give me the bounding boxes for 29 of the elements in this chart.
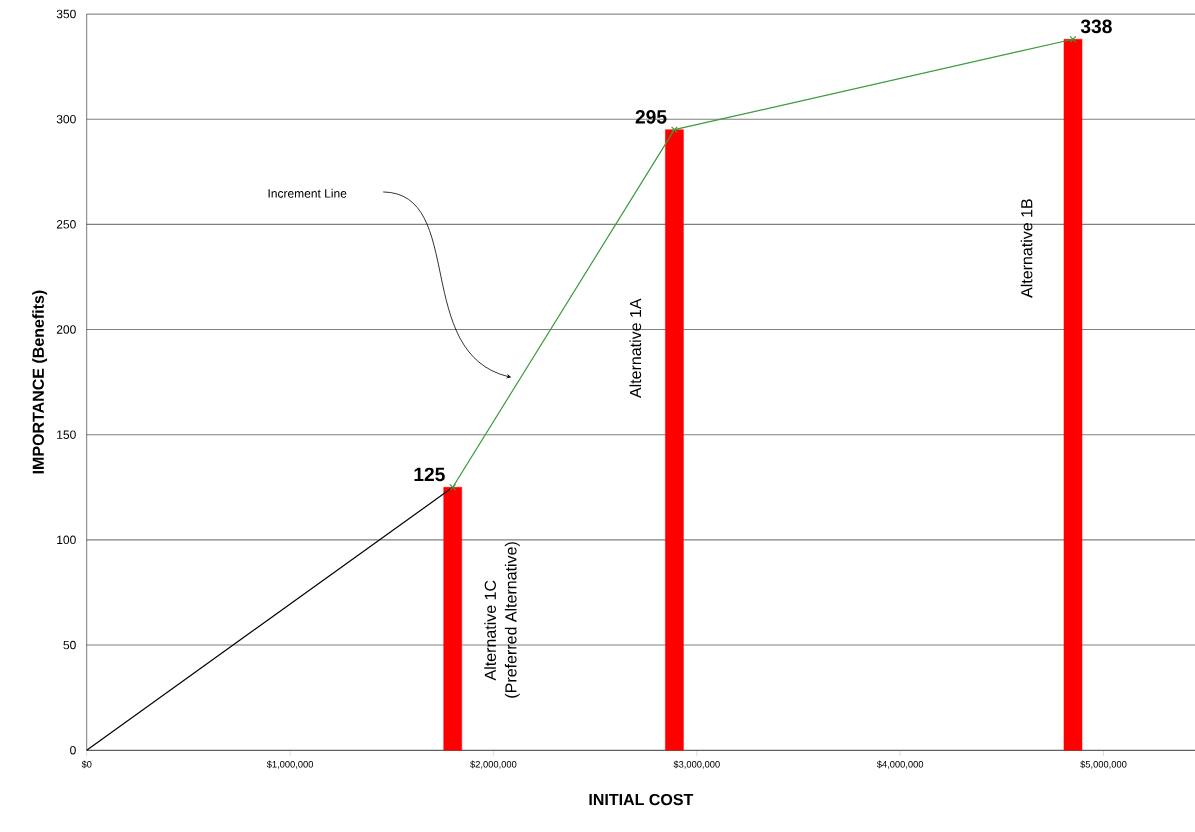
text: Increment Line [268, 188, 347, 198]
annotation: Alternative 1C [484, 580, 496, 681]
point [670, 126, 678, 134]
y-tick-label: 150 [57, 430, 76, 439]
bar [1063, 38, 1083, 751]
x-tick-label: $0 [81, 760, 92, 769]
x-tick-label: $5,000,000 [1080, 760, 1127, 769]
x-axis-title: INITIAL COST [589, 793, 694, 806]
y-axis-title: IMPORTANCE (Benefits) [32, 290, 48, 474]
annotation: (Preferred Alternative) [504, 542, 520, 698]
x-tick-label: $4,000,000 [876, 760, 924, 769]
y-tick-label: 100 [57, 535, 76, 545]
x-tick-label: $1,000,000 [266, 760, 314, 769]
y-tick-label: 250 [56, 219, 76, 229]
data-label: 295 [635, 109, 667, 124]
x-tick-label: $3,000,000 [673, 760, 720, 769]
bar [665, 129, 684, 751]
y-tick-label: 0 [70, 745, 76, 755]
data-label: 125 [414, 467, 445, 482]
point [1069, 35, 1077, 43]
data-label: 338 [1080, 19, 1112, 34]
y-tick-label: 300 [56, 114, 76, 124]
annotation: Alternative 1A [629, 298, 642, 398]
y-tick-label: 350 [56, 9, 76, 19]
annotation: Alternative 1B [1020, 199, 1033, 298]
bar [443, 486, 463, 751]
y-tick-label: 200 [56, 325, 76, 334]
y-tick-label: 50 [63, 640, 76, 650]
x-tick-label: $2,000,000 [470, 760, 517, 769]
